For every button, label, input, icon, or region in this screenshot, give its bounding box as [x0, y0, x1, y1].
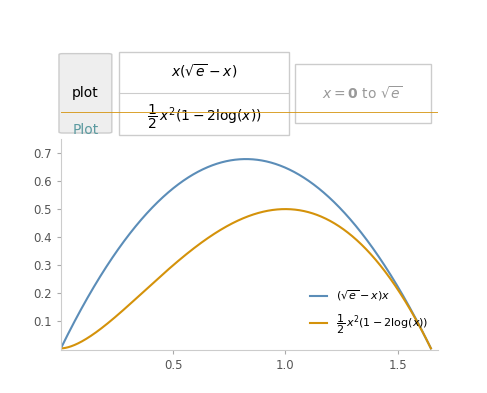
$\left(\sqrt{e}-x\right)x$: [228, 158, 234, 163]
FancyBboxPatch shape: [295, 64, 431, 123]
$\dfrac{1}{2}\,x^2\left(1-2\log(x)\right)$: [417, 325, 423, 330]
$\left(\sqrt{e}-x\right)x$: [417, 325, 423, 329]
$\left(\sqrt{e}-x\right)x$: [243, 157, 249, 162]
Text: $\dfrac{1}{2}\,x^2\left(1-2\log(x)\right)$: $\dfrac{1}{2}\,x^2\left(1-2\log(x)\right…: [147, 103, 262, 132]
$\left(\sqrt{e}-x\right)x$: [428, 346, 434, 351]
$\dfrac{1}{2}\,x^2\left(1-2\log(x)\right)$: [428, 346, 434, 351]
FancyBboxPatch shape: [59, 53, 112, 133]
$\dfrac{1}{2}\,x^2\left(1-2\log(x)\right)$: [282, 207, 288, 211]
$\dfrac{1}{2}\,x^2\left(1-2\log(x)\right)$: [58, 346, 64, 351]
Text: $x=\mathbf{0}$ to $\sqrt{e}$: $x=\mathbf{0}$ to $\sqrt{e}$: [322, 85, 403, 102]
$\dfrac{1}{2}\,x^2\left(1-2\log(x)\right)$: [417, 325, 423, 330]
$\left(\sqrt{e}-x\right)x$: [238, 157, 244, 162]
FancyBboxPatch shape: [119, 52, 289, 135]
$\left(\sqrt{e}-x\right)x$: [350, 220, 356, 224]
$\left(\sqrt{e}-x\right)x$: [77, 309, 83, 314]
Legend: $\left(\sqrt{e}-x\right)x$, $\dfrac{1}{2}\,x^2\left(1-2\log(x)\right)$: $\left(\sqrt{e}-x\right)x$, $\dfrac{1}{2…: [306, 284, 433, 340]
Text: plot: plot: [72, 86, 99, 100]
$\dfrac{1}{2}\,x^2\left(1-2\log(x)\right)$: [238, 217, 244, 222]
Text: $x\left(\sqrt{e}-x\right)$: $x\left(\sqrt{e}-x\right)$: [171, 62, 238, 80]
Line: $\dfrac{1}{2}\,x^2\left(1-2\log(x)\right)$: $\dfrac{1}{2}\,x^2\left(1-2\log(x)\right…: [61, 209, 431, 348]
$\left(\sqrt{e}-x\right)x$: [58, 345, 64, 350]
$\dfrac{1}{2}\,x^2\left(1-2\log(x)\right)$: [77, 340, 83, 345]
$\dfrac{1}{2}\,x^2\left(1-2\log(x)\right)$: [350, 234, 356, 239]
Line: $\left(\sqrt{e}-x\right)x$: $\left(\sqrt{e}-x\right)x$: [61, 159, 431, 348]
$\dfrac{1}{2}\,x^2\left(1-2\log(x)\right)$: [228, 222, 234, 226]
$\left(\sqrt{e}-x\right)x$: [417, 325, 423, 330]
